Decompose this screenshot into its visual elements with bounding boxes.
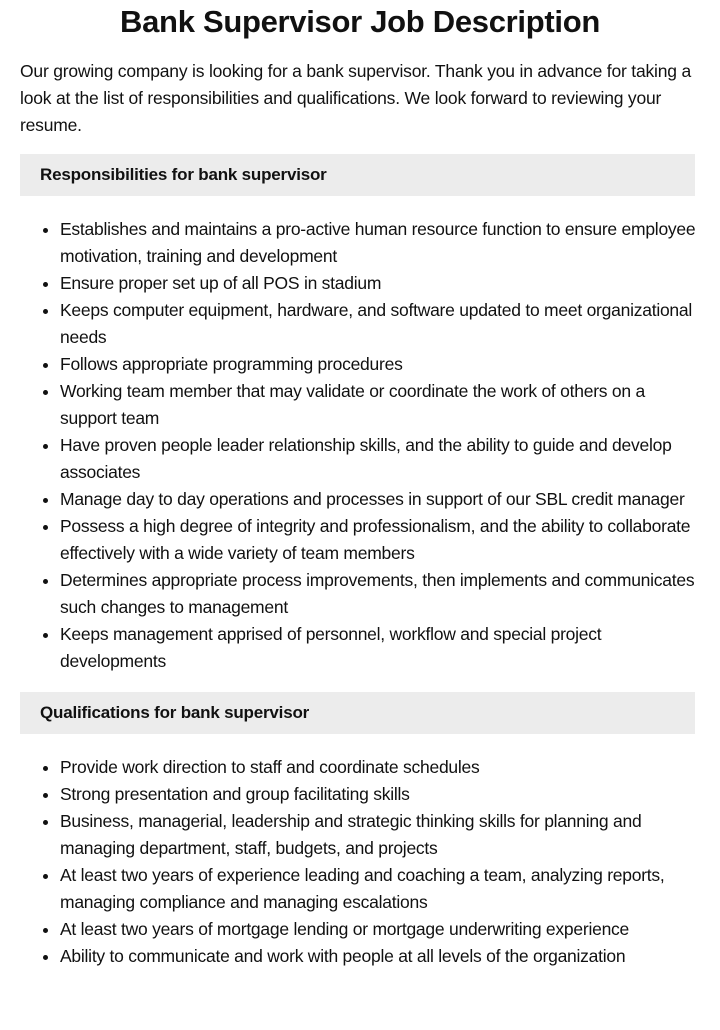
list-item: At least two years of mortgage lending o… (60, 916, 700, 943)
list-item: Follows appropriate programming procedur… (60, 351, 700, 378)
list-item: Working team member that may validate or… (60, 378, 700, 432)
responsibilities-list: Establishes and maintains a pro-active h… (0, 216, 700, 675)
list-item: Provide work direction to staff and coor… (60, 754, 700, 781)
list-item: Establishes and maintains a pro-active h… (60, 216, 700, 270)
qualifications-list: Provide work direction to staff and coor… (0, 754, 700, 970)
list-item: Keeps computer equipment, hardware, and … (60, 297, 700, 351)
qualifications-heading: Qualifications for bank supervisor (20, 692, 695, 734)
list-item: Strong presentation and group facilitati… (60, 781, 700, 808)
page-title: Bank Supervisor Job Description (120, 4, 600, 39)
list-item: Business, managerial, leadership and str… (60, 808, 700, 862)
list-item: Keeps management apprised of personnel, … (60, 621, 700, 675)
responsibilities-heading: Responsibilities for bank supervisor (20, 154, 695, 196)
list-item: Possess a high degree of integrity and p… (60, 513, 700, 567)
list-item: Have proven people leader relationship s… (60, 432, 700, 486)
list-item: Ability to communicate and work with peo… (60, 943, 700, 970)
list-item: Manage day to day operations and process… (60, 486, 700, 513)
list-item: Ensure proper set up of all POS in stadi… (60, 270, 700, 297)
list-item: At least two years of experience leading… (60, 862, 700, 916)
intro-paragraph: Our growing company is looking for a ban… (20, 61, 691, 135)
list-item: Determines appropriate process improveme… (60, 567, 700, 621)
